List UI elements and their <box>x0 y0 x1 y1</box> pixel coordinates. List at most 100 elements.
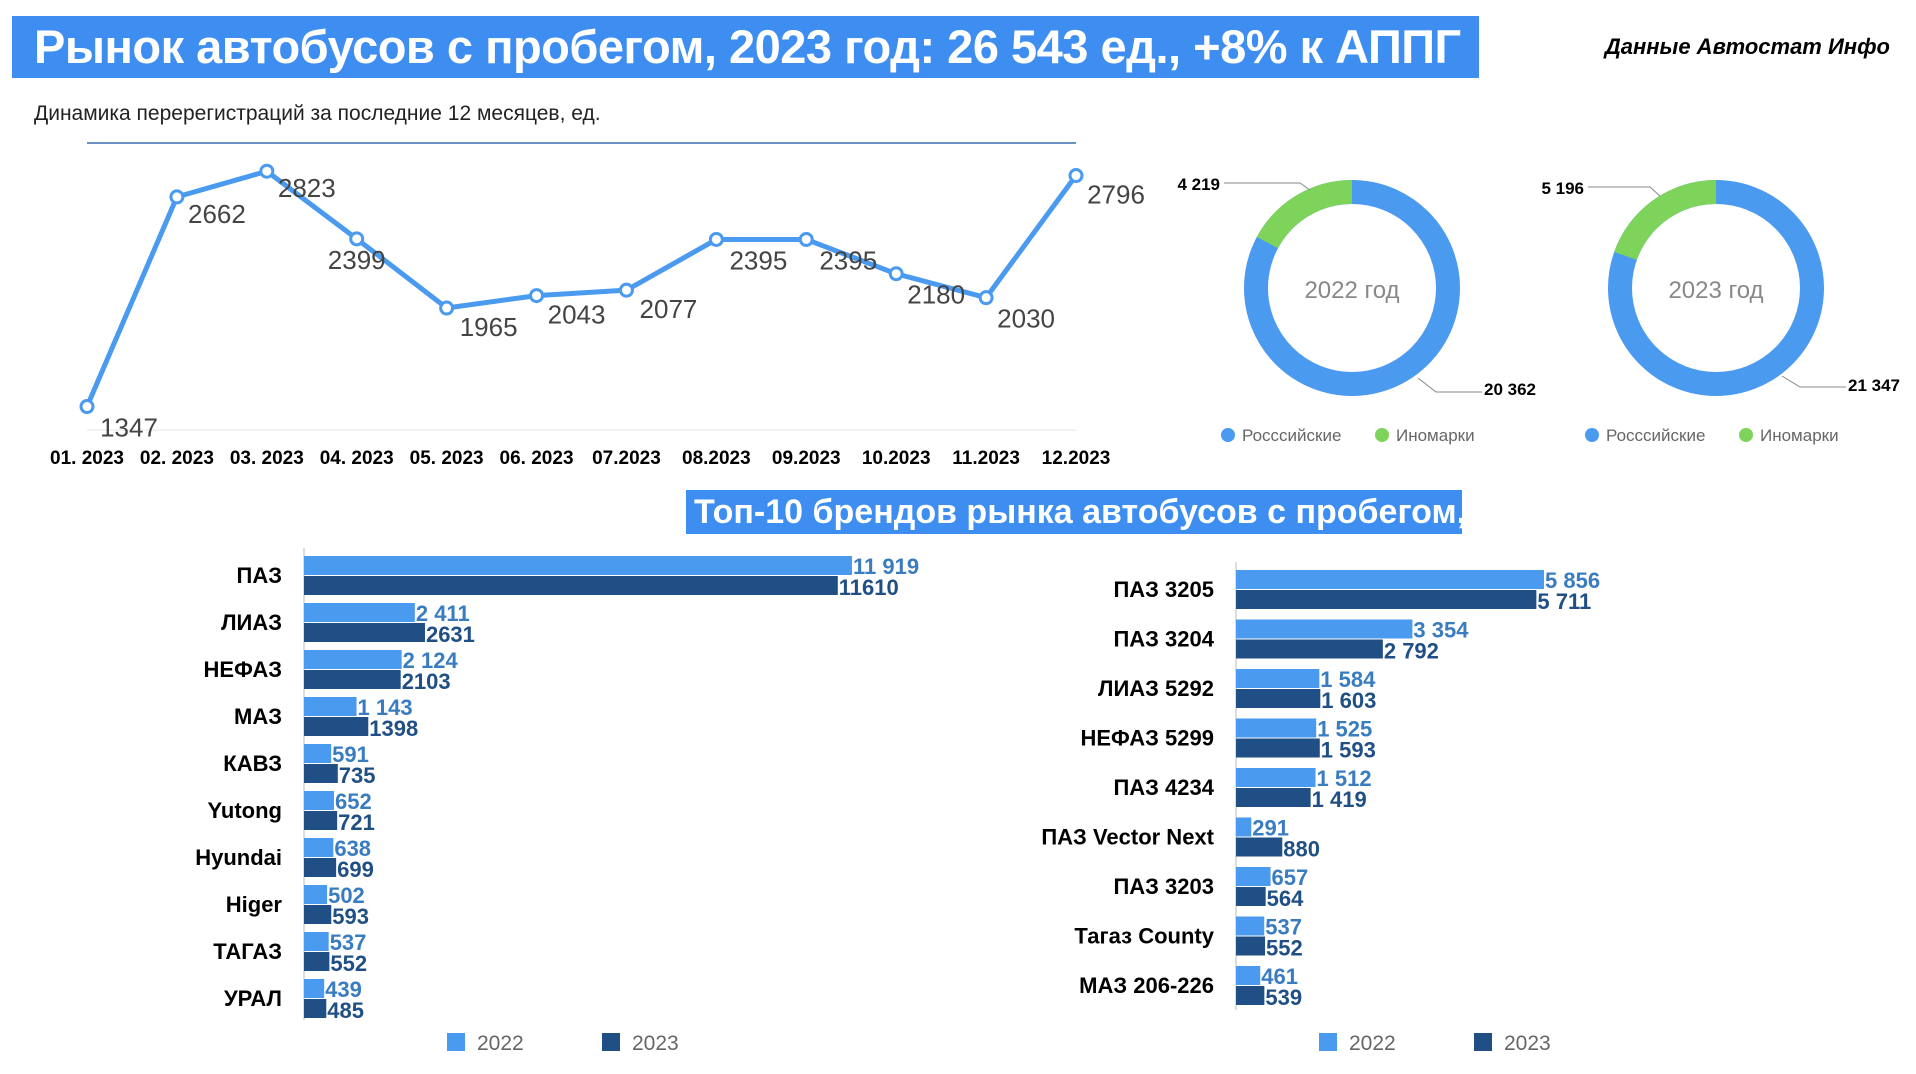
bar-2022 <box>1236 768 1316 787</box>
legend-label-russian: Росссийские <box>1606 426 1705 445</box>
legend-dot-foreign <box>1739 428 1753 442</box>
bar-category-label: ПАЗ 4234 <box>1113 775 1214 800</box>
bar-category-label: НЕФАЗ <box>204 657 282 682</box>
bar-2022 <box>304 603 415 622</box>
bar-value-2023: 485 <box>327 998 364 1023</box>
line-point <box>618 282 634 298</box>
donut-value-label: 4 219 <box>1177 175 1220 194</box>
line-point <box>259 163 275 179</box>
line-point <box>79 399 95 415</box>
bar-value-2022: 638 <box>334 836 371 861</box>
bar-2022 <box>1236 669 1320 688</box>
bar-2023 <box>304 576 838 595</box>
bar-value-2022: 1 525 <box>1317 717 1372 742</box>
line-data-label: 2399 <box>328 245 386 275</box>
bar-2022 <box>304 791 334 810</box>
line-point <box>798 231 814 247</box>
bar-2022 <box>304 744 332 763</box>
bar-2022 <box>304 979 325 998</box>
line-data-label: 2043 <box>548 300 606 330</box>
line-point <box>708 231 724 247</box>
bar-category-label: УРАЛ <box>224 986 282 1011</box>
bar-2023 <box>304 717 369 736</box>
legend-swatch-2023 <box>1474 1033 1492 1051</box>
line-data-label: 2395 <box>729 245 787 275</box>
bar-value-2023: 1 593 <box>1321 738 1376 763</box>
bar-category-label: КАВЗ <box>223 751 282 776</box>
line-data-label: 2077 <box>640 294 698 324</box>
line-point <box>349 231 365 247</box>
legend-label-2023: 2023 <box>1504 1032 1551 1055</box>
line-point <box>439 300 455 316</box>
bar-value-2023: 552 <box>1266 936 1303 961</box>
line-x-tick-label: 12.2023 <box>1042 448 1111 469</box>
top10-title: Топ-10 брендов рынка автобусов с пробего… <box>686 490 1525 534</box>
bar-value-2022: 461 <box>1261 964 1298 989</box>
bar-value-2023: 1398 <box>369 716 418 741</box>
donut-leader-line <box>1588 186 1661 197</box>
line-x-tick-label: 03. 2023 <box>230 448 304 469</box>
line-x-tick-label: 09.2023 <box>772 448 841 469</box>
bar-2023 <box>304 952 330 971</box>
bar-2023 <box>1236 936 1266 956</box>
bar-value-2022: 2 411 <box>416 601 470 626</box>
legend-swatch-2022 <box>447 1033 465 1051</box>
bar-category-label: ЛИАЗ <box>221 610 282 635</box>
line-x-tick-label: 01. 2023 <box>50 448 124 469</box>
bar-2022 <box>304 838 334 857</box>
bar-2022 <box>304 697 357 716</box>
bar-2022 <box>1236 718 1317 738</box>
legend-dot-foreign <box>1375 428 1389 442</box>
line-point <box>1068 168 1084 184</box>
line-data-label: 2030 <box>997 304 1055 334</box>
bar-2023 <box>304 811 338 830</box>
legend-label-2022: 2022 <box>477 1032 524 1055</box>
legend-dot-russian <box>1221 428 1235 442</box>
bar-2023 <box>1236 837 1283 857</box>
legend-label-foreign: Иномарки <box>1760 426 1839 445</box>
line-data-label: 2796 <box>1087 180 1145 210</box>
bar-value-2023: 880 <box>1283 837 1320 862</box>
bar-value-2023: 2103 <box>402 669 451 694</box>
bar-2022 <box>1236 966 1261 985</box>
bar-value-2022: 537 <box>330 930 367 955</box>
legend-label-2022: 2022 <box>1349 1032 1396 1055</box>
bar-2023 <box>1236 639 1383 659</box>
line-point <box>529 288 545 304</box>
donut-leader-line <box>1224 182 1311 191</box>
bar-2022 <box>304 556 852 575</box>
bar-value-2022: 1 512 <box>1317 766 1372 791</box>
line-x-tick-label: 08.2023 <box>682 448 751 469</box>
line-x-tick-label: 11.2023 <box>952 448 1020 469</box>
legend-swatch-2022 <box>1319 1033 1337 1051</box>
line-x-tick-label: 05. 2023 <box>410 448 484 469</box>
bar-value-2023: 11610 <box>839 575 899 600</box>
legend-label-russian: Росссийские <box>1242 426 1341 445</box>
bar-2023 <box>1236 788 1311 807</box>
line-data-label: 1347 <box>100 413 158 443</box>
bar-2022 <box>1236 867 1271 886</box>
bar-value-2023: 2631 <box>426 622 475 647</box>
bar-category-label: Hyundai <box>195 845 282 870</box>
line-data-label: 2395 <box>819 245 877 275</box>
bar-2022 <box>304 932 329 951</box>
legend-dot-russian <box>1585 428 1599 442</box>
bar-value-2022: 2 124 <box>403 648 459 673</box>
bar-2022 <box>1236 570 1544 589</box>
bar-category-label: НЕФАЗ 5299 <box>1080 726 1214 751</box>
donut-slice-foreign <box>1608 180 1824 397</box>
bar-category-label: ПАЗ 3203 <box>1113 874 1214 899</box>
bar-2023 <box>304 999 327 1018</box>
line-data-label: 2180 <box>907 280 965 310</box>
data-source: Данные Автостат Инфо <box>1604 34 1890 59</box>
bar-category-label: МАЗ <box>234 704 282 729</box>
line-point <box>169 189 185 205</box>
donut-center-label: 2022 год <box>1304 277 1399 304</box>
donut-value-label: 20 362 <box>1484 380 1536 399</box>
line-chart-subtitle: Динамика перерегистраций за последние 12… <box>34 102 601 125</box>
bar-value-2022: 537 <box>1265 915 1302 940</box>
line-data-label: 1965 <box>460 312 518 342</box>
bar-value-2023: 699 <box>337 857 374 882</box>
bar-value-2023: 564 <box>1267 886 1304 911</box>
